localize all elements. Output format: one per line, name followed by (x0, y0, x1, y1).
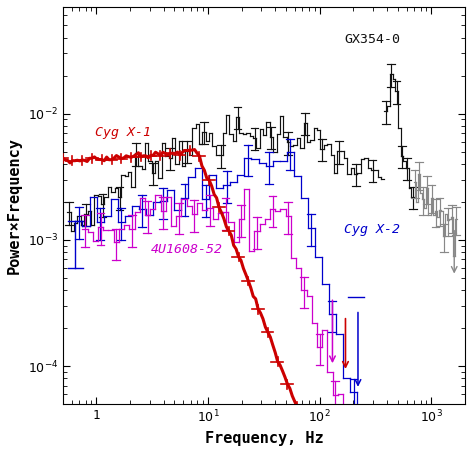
Text: Cyg X-2: Cyg X-2 (345, 223, 400, 236)
X-axis label: Frequency, Hz: Frequency, Hz (204, 431, 323, 446)
Y-axis label: Power×Frequency: Power×Frequency (7, 137, 22, 274)
Text: 4U1608-52: 4U1608-52 (151, 243, 223, 256)
Text: GX354-0: GX354-0 (345, 33, 400, 46)
Text: Cyg X-1: Cyg X-1 (95, 126, 151, 139)
